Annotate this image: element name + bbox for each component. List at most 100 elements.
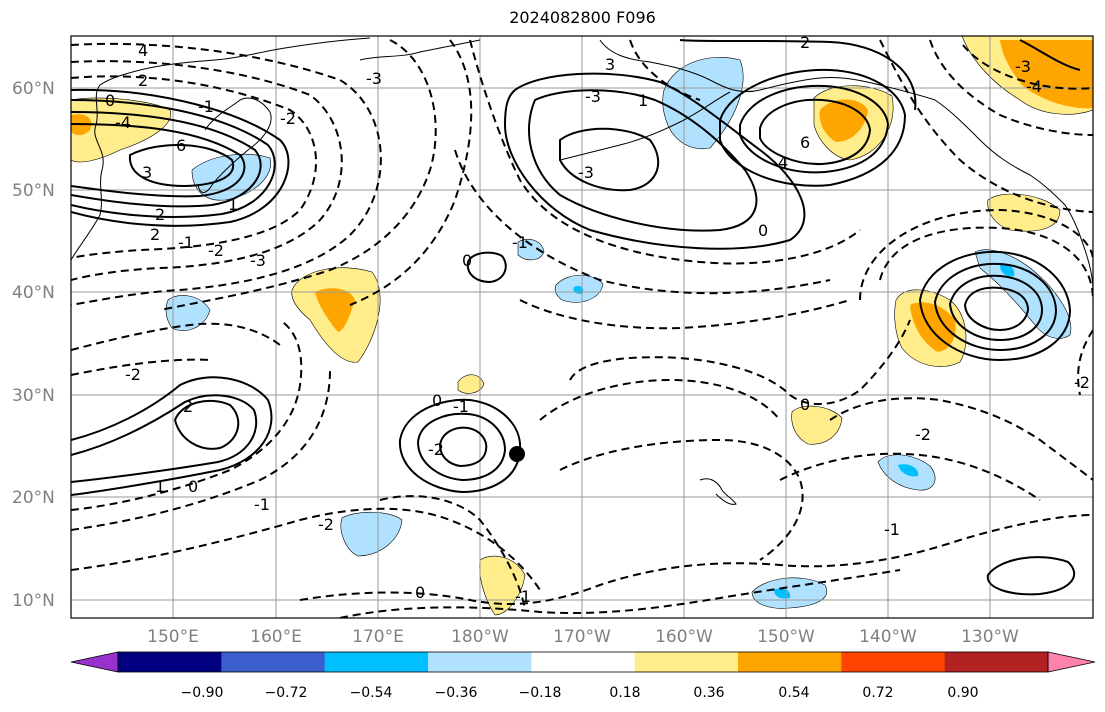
- contour-label: -2: [280, 109, 296, 128]
- shade-negative: [340, 511, 403, 557]
- lon-label: 180°W: [451, 627, 509, 647]
- contour-label: -2: [1074, 373, 1090, 392]
- contour-solid: [918, 250, 1072, 362]
- contour-label: 2: [155, 205, 165, 224]
- contour-label: -3: [366, 69, 382, 88]
- contour-label: -1: [512, 233, 528, 252]
- contour-label: 0: [432, 391, 442, 410]
- shade-positive: [71, 97, 171, 163]
- contour-solid: [71, 394, 258, 483]
- contour-solid: [739, 84, 890, 174]
- contour-label: 4: [778, 153, 788, 172]
- colorbar-segment: [738, 652, 842, 672]
- colorbar-tick: −0.90: [181, 685, 224, 701]
- storm-center-marker: [509, 446, 525, 462]
- colorbar-segment: [531, 652, 636, 672]
- shade-negative: [974, 249, 1072, 339]
- contour-dashed: [71, 322, 281, 351]
- colorbar-tick: −0.36: [435, 685, 478, 701]
- contour-label: 2: [183, 397, 193, 416]
- contour-label: 1: [155, 477, 165, 496]
- contour-label: -2: [125, 365, 141, 384]
- lon-labels: 150°E 160°E 170°E 180°W 170°W 160°W 150°…: [147, 627, 1019, 647]
- lon-label: 170°E: [352, 627, 404, 647]
- contour-solid: [71, 99, 276, 218]
- contour-dashed: [71, 75, 317, 259]
- contour-label: 4: [138, 41, 148, 60]
- lat-label: 20°N: [12, 488, 55, 508]
- island-hawaii: [699, 478, 737, 505]
- contour-label: -2: [428, 440, 444, 459]
- map-frame: [70, 35, 1094, 619]
- contour-label: -1: [254, 495, 270, 514]
- contour-solid: [528, 89, 758, 232]
- map-content: [71, 36, 1093, 618]
- contour-label: -3: [578, 163, 594, 182]
- colorbar-tick: 0.90: [947, 685, 978, 701]
- colorbar-tick: 0.18: [609, 685, 640, 701]
- colorbar-border: [117, 651, 1049, 673]
- colorbar-segment: [634, 652, 739, 672]
- contour-label: 2: [138, 71, 148, 90]
- colorbar-segment: [324, 652, 429, 672]
- contour-label: 6: [176, 136, 186, 155]
- contour-dashed: [71, 358, 211, 376]
- lat-labels: 10°N 20°N 30°N 40°N 50°N 60°N: [12, 79, 55, 611]
- contour-label: -1: [178, 233, 194, 252]
- contour-label: -2: [208, 241, 224, 260]
- contour-label: 0: [758, 221, 768, 240]
- contour-solid: [71, 111, 262, 208]
- contour-solid: [679, 39, 917, 111]
- colorbar-tick: 0.54: [778, 685, 809, 701]
- contour-dashed: [962, 44, 1093, 90]
- shade-negative: [165, 295, 211, 331]
- contour-dashed: [71, 60, 343, 281]
- lon-label: 170°W: [553, 627, 611, 647]
- shade-positive: [910, 302, 956, 352]
- contour-label: 1: [638, 91, 648, 110]
- shade-negative: [517, 239, 545, 261]
- colorbar-tick: 0.36: [693, 685, 724, 701]
- contour-dashed: [71, 369, 331, 531]
- contour-dashed: [299, 514, 1093, 605]
- contour-solid: [1019, 39, 1081, 71]
- lon-label: 150°W: [757, 627, 815, 647]
- coastline-nw-america: [879, 84, 1093, 291]
- contour-dashed: [71, 42, 382, 306]
- colorbar-segment: [1047, 651, 1096, 673]
- contours: [71, 39, 1093, 618]
- contour-label: -3: [250, 251, 266, 270]
- contour-dashed: [539, 378, 781, 421]
- shade-positive: [457, 374, 485, 394]
- colorbar-tick: −0.18: [519, 685, 562, 701]
- lat-label: 10°N: [12, 591, 55, 611]
- contour-solid: [963, 286, 1030, 332]
- lon-label: 160°W: [655, 627, 713, 647]
- contour-label: -2: [915, 425, 931, 444]
- contour-solid: [71, 123, 246, 198]
- contour-label: -4: [1026, 77, 1042, 96]
- colorbar-tick: −0.54: [350, 685, 393, 701]
- lon-label: 150°E: [147, 627, 199, 647]
- colorbar-tick: 0.72: [862, 685, 893, 701]
- contour-label: 3: [605, 55, 615, 74]
- contour-dashed: [879, 39, 1093, 213]
- lon-label: 140°W: [859, 627, 917, 647]
- contour-label: -1: [198, 97, 214, 116]
- colorbar-segment: [944, 652, 1049, 672]
- colorbar-segment: [70, 651, 119, 673]
- colorbar: [70, 651, 1096, 673]
- contour-solid: [759, 98, 872, 166]
- shade-negative: [1000, 264, 1015, 277]
- contour-label: -4: [115, 113, 131, 132]
- coastline-aleutians: [559, 91, 731, 161]
- lat-label: 30°N: [12, 386, 55, 406]
- contour-dashed: [559, 438, 804, 561]
- lat-label: 40°N: [12, 283, 55, 303]
- contour-solid: [173, 399, 240, 450]
- coastlines: [71, 37, 1093, 505]
- contour-label: 6: [800, 133, 810, 152]
- contour-solid: [986, 556, 1076, 596]
- contour-label: 0: [188, 477, 198, 496]
